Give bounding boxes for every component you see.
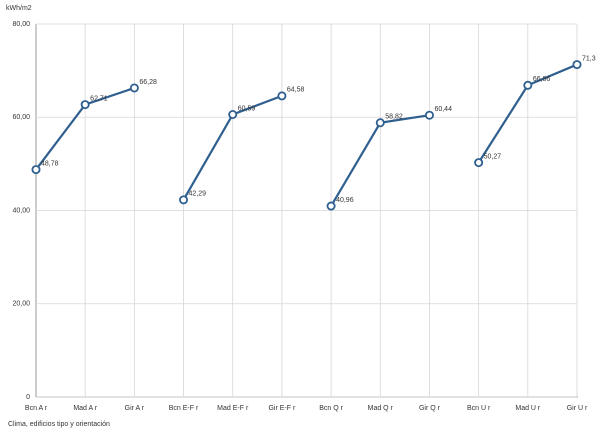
y-tick-label: 20,00 bbox=[12, 301, 30, 308]
data-label: 40,96 bbox=[336, 197, 354, 204]
data-point bbox=[31, 165, 41, 175]
data-point bbox=[179, 195, 189, 205]
data-label: 62,71 bbox=[90, 95, 108, 102]
y-tick-label: 40,00 bbox=[12, 207, 30, 214]
y-axis-title: kWh/m2 bbox=[6, 5, 32, 12]
data-label: 66,86 bbox=[533, 76, 551, 83]
data-point bbox=[375, 118, 385, 128]
y-tick-label: 80,00 bbox=[12, 21, 30, 28]
x-tick-label: Bcn Q r bbox=[319, 405, 343, 412]
y-tick-label: 60,00 bbox=[12, 114, 30, 121]
x-tick-label: Gir E-F r bbox=[268, 405, 295, 412]
x-tick-label: Gir U r bbox=[567, 405, 588, 412]
x-axis-title: Clima, edificios tipo y orientación bbox=[8, 421, 110, 428]
x-tick-label: Mad A r bbox=[73, 405, 97, 412]
x-tick-label: Bcn U r bbox=[467, 405, 491, 412]
data-label: 50,27 bbox=[484, 153, 502, 160]
data-point bbox=[572, 60, 582, 70]
data-label: 60,59 bbox=[238, 105, 256, 112]
data-label: 42,29 bbox=[189, 191, 207, 198]
data-point bbox=[228, 109, 238, 119]
data-label: 60,44 bbox=[434, 106, 452, 113]
x-tick-label: Bcn E-F r bbox=[169, 405, 199, 412]
data-label: 66,28 bbox=[139, 79, 157, 86]
data-point bbox=[424, 110, 434, 120]
x-tick-label: Mad U r bbox=[515, 405, 541, 412]
data-point bbox=[523, 80, 533, 90]
data-point bbox=[80, 100, 90, 110]
x-tick-label: Gir Q r bbox=[419, 405, 441, 412]
data-point bbox=[277, 91, 287, 101]
y-tick-label: 0 bbox=[26, 394, 30, 401]
data-label: 71,3 bbox=[582, 55, 596, 62]
x-tick-label: Bcn A r bbox=[25, 405, 48, 412]
data-label: 58,82 bbox=[385, 114, 403, 121]
data-label: 48,78 bbox=[41, 160, 59, 167]
data-point bbox=[129, 83, 139, 93]
data-point bbox=[474, 158, 484, 168]
x-tick-label: Mad E-F r bbox=[217, 405, 249, 412]
x-tick-label: Mad Q r bbox=[368, 405, 394, 412]
x-tick-label: Gir A r bbox=[125, 405, 145, 412]
data-point bbox=[326, 201, 336, 211]
data-label: 64,58 bbox=[287, 87, 305, 94]
